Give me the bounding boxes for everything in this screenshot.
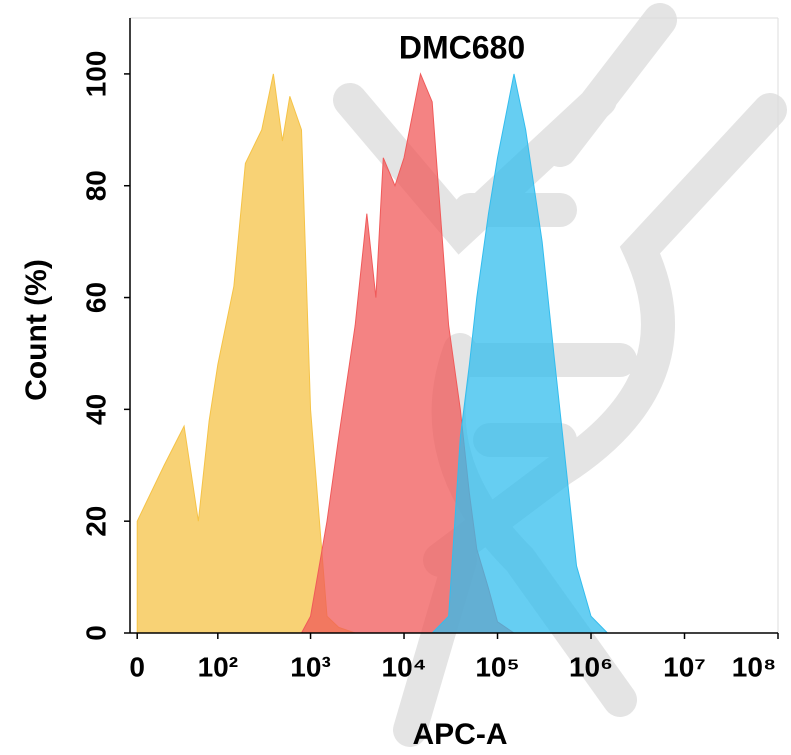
x-tick-label: 10⁵ [475, 651, 519, 682]
y-tick-label: 80 [80, 170, 111, 201]
y-tick-label: 40 [80, 394, 111, 425]
x-axis-title: APC-A [413, 718, 508, 751]
x-tick-label: 10⁶ [569, 651, 613, 682]
x-tick-label: 10⁷ [663, 651, 706, 682]
chart-title: DMC680 [399, 29, 525, 65]
x-tick-label: 10³ [290, 651, 330, 682]
x-tick-label: 10² [198, 651, 238, 682]
y-tick-label: 100 [80, 51, 111, 98]
x-tick-label: 10⁴ [382, 651, 427, 682]
x-tick-label: 10⁸ [732, 651, 776, 682]
x-tick-label: 0 [129, 651, 145, 682]
y-tick-label: 0 [80, 625, 111, 641]
y-tick-label: 60 [80, 282, 111, 313]
y-tick-label: 20 [80, 506, 111, 537]
y-axis-title: Count (%) [20, 259, 53, 401]
